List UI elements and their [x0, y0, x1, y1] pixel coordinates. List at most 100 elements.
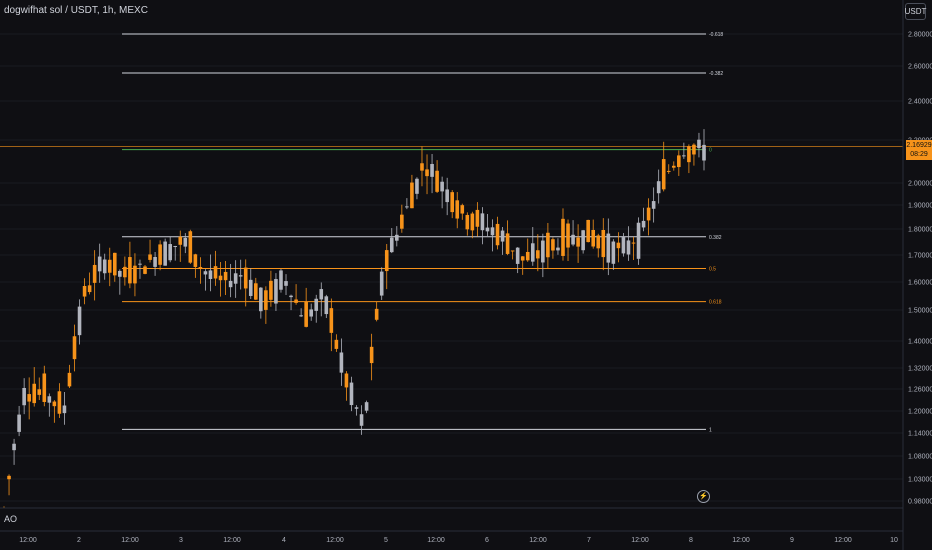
candle-body	[269, 280, 273, 300]
candle-body	[82, 285, 87, 297]
candle-body	[334, 339, 339, 349]
candle-body	[193, 254, 198, 267]
candle-body	[410, 182, 414, 209]
candle-body	[118, 270, 122, 277]
candle-body	[530, 243, 535, 262]
candle-body	[697, 139, 701, 149]
currency-button[interactable]: USDT	[905, 3, 926, 20]
candle-body	[677, 155, 681, 168]
candle-body	[102, 259, 107, 274]
candle-body	[248, 279, 253, 296]
indicator-pane	[0, 508, 903, 550]
candle-body	[415, 178, 419, 194]
candle-body	[656, 181, 661, 194]
candle-body	[77, 306, 82, 336]
candle-body	[384, 250, 389, 272]
current-price-tag: 2.16929 08:29	[906, 140, 932, 160]
x-tick-label: 5	[384, 537, 388, 544]
candle-body	[566, 223, 570, 248]
candle-body	[480, 213, 485, 231]
candle-body	[233, 273, 238, 284]
candle-body	[400, 214, 404, 229]
x-tick-label: 12:00	[326, 537, 344, 544]
candle-body	[163, 241, 167, 266]
y-tick-label: 1.03000	[908, 477, 932, 484]
candle-body	[178, 236, 183, 245]
candle-body	[475, 209, 480, 227]
candle-body	[606, 233, 611, 263]
candle-body	[525, 251, 530, 261]
candle-body	[666, 170, 671, 172]
candle-body	[57, 391, 62, 414]
candle-body	[495, 223, 500, 246]
candle-body	[107, 259, 112, 273]
bar-countdown: 08:29	[910, 151, 928, 158]
candle-body	[641, 220, 646, 228]
candle-body	[500, 230, 505, 242]
candle-body	[692, 144, 696, 155]
candle-body	[42, 373, 47, 402]
bolt-icon[interactable]: ⚡	[697, 490, 710, 503]
candle-body	[651, 201, 656, 209]
candle-body	[631, 242, 636, 244]
x-tick-label: 8	[689, 537, 693, 544]
candle-body	[682, 155, 686, 157]
x-tick-label: 10	[890, 537, 898, 544]
x-tick-label: 12:00	[834, 537, 852, 544]
candle-body	[62, 405, 67, 414]
y-tick-label: 1.80000	[908, 227, 932, 234]
candle-body	[364, 402, 369, 411]
indicator-label: AO	[4, 514, 18, 524]
x-tick-label: 12:00	[223, 537, 241, 544]
candle-body	[168, 244, 172, 261]
candle-body	[586, 219, 590, 243]
candle-body	[299, 315, 303, 317]
candle-body	[395, 234, 399, 241]
candle-body	[92, 264, 97, 283]
candle-body	[515, 247, 520, 264]
y-tick-label: 1.32000	[908, 366, 932, 373]
candle-body	[253, 283, 258, 300]
candle-body	[17, 414, 21, 432]
candle-body	[646, 207, 651, 221]
candle-body	[344, 373, 349, 388]
y-tick-label: 1.70000	[908, 253, 932, 260]
candle-body	[203, 271, 208, 275]
candle-body	[571, 234, 575, 245]
candle-body	[32, 383, 37, 404]
y-tick-label: 1.90000	[908, 203, 932, 210]
candle-body	[329, 308, 334, 333]
x-tick-label: 7	[587, 537, 591, 544]
y-tick-label: 1.26000	[908, 387, 932, 394]
fib-level-label: 0.5	[709, 267, 716, 273]
candle-body	[289, 295, 293, 298]
chart-grid	[0, 33, 903, 502]
candle-body	[425, 169, 429, 177]
candle-body	[596, 235, 601, 249]
y-tick-label: 1.50000	[908, 308, 932, 315]
x-tick-label: 12:00	[19, 537, 37, 544]
candle-body	[661, 159, 666, 190]
fib-level-label: 1	[709, 427, 712, 433]
candle-body	[510, 250, 515, 252]
candle-body	[72, 336, 77, 360]
candle-body	[279, 270, 283, 290]
candle-body	[309, 309, 313, 317]
candle-body	[188, 231, 193, 263]
fib-level-label: 0.382	[709, 235, 722, 241]
candle-body	[576, 237, 580, 247]
candle-body	[274, 279, 278, 304]
x-tick-label: 12:00	[732, 537, 750, 544]
candle-body	[243, 267, 248, 289]
x-tick-label: 9	[790, 537, 794, 544]
candle-body	[389, 237, 394, 253]
candle-body	[616, 242, 621, 249]
candle-body	[505, 233, 510, 254]
y-tick-label: 2.80000	[908, 32, 932, 39]
candle-body	[581, 230, 585, 251]
chart-title: dogwifhat sol / USDT, 1h, MEXC	[4, 5, 148, 16]
x-tick-label: 6	[485, 537, 489, 544]
candle-body	[218, 275, 223, 281]
candle-body	[339, 352, 344, 373]
